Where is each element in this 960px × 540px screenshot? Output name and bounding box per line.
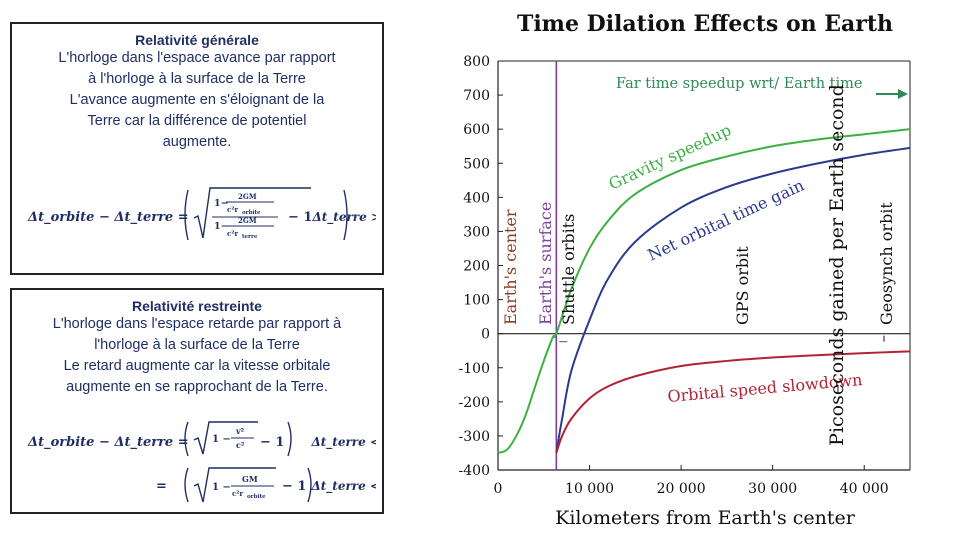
- special-relativity-heading: Relativité restreinte: [132, 298, 262, 314]
- far-time-arrowhead: [898, 89, 908, 99]
- svg-text:c²r: c²r: [232, 489, 243, 498]
- sr-formula2-rhs: Δt_terre < 0: [310, 479, 376, 494]
- gr-line: Terre car la différence de potentiel: [87, 113, 307, 129]
- svg-text:1 −: 1 −: [212, 482, 231, 493]
- svg-text:1−: 1−: [214, 221, 229, 232]
- sr-line: Le retard augmente car la vitesse orbita…: [63, 358, 331, 374]
- x-axis-label: Kilometers from Earth's center: [555, 507, 856, 529]
- svg-text:1 −: 1 −: [212, 434, 231, 445]
- geosynch-orbit-label: Geosynch orbit: [877, 202, 896, 325]
- y-tick-label: 300: [463, 224, 490, 240]
- y-tick-label: 400: [463, 190, 490, 206]
- sr-line: l'horloge à la surface de la Terre: [94, 337, 300, 353]
- far-time-label: Far time speedup wrt/ Earth time: [616, 76, 862, 92]
- svg-text:2GM: 2GM: [238, 216, 257, 225]
- svg-text:− 1: − 1: [260, 435, 284, 450]
- y-tick-label: -400: [459, 463, 490, 479]
- y-axis-label: Picoseconds gained per Earth second: [826, 84, 848, 446]
- time-dilation-chart: Time Dilation Effects on Earth -400 -300 -…: [459, 11, 911, 529]
- earths-center-label: Earth's center: [501, 209, 520, 325]
- chart-title: Time Dilation Effects on Earth: [517, 11, 893, 37]
- svg-text:v²: v²: [235, 426, 245, 436]
- sr-line: augmente en se rapprochant de la Terre.: [66, 379, 328, 395]
- svg-text:orbite: orbite: [242, 210, 261, 216]
- x-tick-label: 30 000: [748, 481, 797, 497]
- svg-text:c²: c²: [236, 440, 245, 450]
- svg-text:orbite: orbite: [247, 494, 266, 500]
- earths-surface-label: Earth's surface: [536, 202, 555, 325]
- general-relativity-formula: Δt_orbite − Δt_terre = 1− 2GM c²r orbite…: [27, 187, 376, 241]
- x-tick-label: 20 000: [657, 481, 706, 497]
- y-tick-label: -200: [459, 395, 490, 411]
- gr-line: à l'horloge à la surface de la Terre: [88, 71, 306, 87]
- gr-formula-lhs: Δt_orbite − Δt_terre =: [27, 210, 189, 225]
- y-tick-label: 600: [463, 122, 490, 138]
- y-tick-label: -300: [459, 429, 490, 445]
- special-relativity-text: L'horloge dans l'espace retarde par rapp…: [12, 314, 382, 398]
- y-tick-label: 100: [463, 293, 490, 309]
- sr-line: L'horloge dans l'espace retarde par rapp…: [52, 316, 342, 332]
- sr-formula1-rhs: Δt_terre < 0: [310, 435, 376, 450]
- svg-text:GM: GM: [242, 474, 258, 484]
- general-relativity-text: L'horloge dans l'espace avance par rappo…: [12, 48, 382, 153]
- general-relativity-box: Relativité générale L'horloge dans l'esp…: [10, 22, 384, 275]
- svg-text:c²r: c²r: [227, 229, 238, 238]
- net-orbital-gain-line: [555, 146, 911, 454]
- svg-text:=: =: [156, 479, 167, 494]
- svg-text:terre: terre: [242, 234, 258, 240]
- x-tick-label: 40 000: [840, 481, 889, 497]
- gps-orbit-label: GPS orbit: [733, 246, 752, 325]
- gr-line: L'horloge dans l'espace avance par rappo…: [58, 50, 336, 66]
- y-tick-label: 200: [463, 259, 490, 275]
- special-relativity-box: Relativité restreinte L'horloge dans l'e…: [10, 288, 384, 514]
- svg-text:c²r: c²r: [227, 205, 238, 214]
- gravity-speedup-line: [497, 128, 911, 454]
- orbital-slowdown-line: [555, 350, 911, 454]
- x-tick-label: 0: [494, 481, 503, 497]
- net-orbital-gain-label: Net orbital time gain: [645, 175, 807, 264]
- gr-line: augmente.: [162, 134, 232, 150]
- gravity-speedup-label: Gravity speedup: [606, 120, 734, 193]
- special-relativity-formula: Δt_orbite − Δt_terre = 1 − v² c² − 1 Δt_…: [27, 421, 376, 503]
- gr-formula-rhs: Δt_terre > 0: [311, 210, 376, 225]
- x-tick-label: 10 000: [565, 481, 614, 497]
- svg-text:2GM: 2GM: [238, 192, 257, 201]
- y-tick-label: 500: [463, 156, 490, 172]
- y-tick-label: 0: [481, 327, 490, 343]
- shuttle-orbits-label: Shuttle orbits: [559, 214, 578, 325]
- gr-line: L'avance augmente en s'éloignant de la: [69, 92, 325, 108]
- y-tick-label: 800: [463, 54, 490, 70]
- y-tick-label: 700: [463, 88, 490, 104]
- svg-text:− 1: − 1: [288, 210, 312, 225]
- svg-text:− 1: − 1: [282, 479, 306, 494]
- svg-text:1−: 1−: [214, 198, 229, 209]
- general-relativity-heading: Relativité générale: [135, 32, 259, 48]
- sr-formula-lhs: Δt_orbite − Δt_terre =: [27, 435, 189, 450]
- y-tick-label: -100: [459, 361, 490, 377]
